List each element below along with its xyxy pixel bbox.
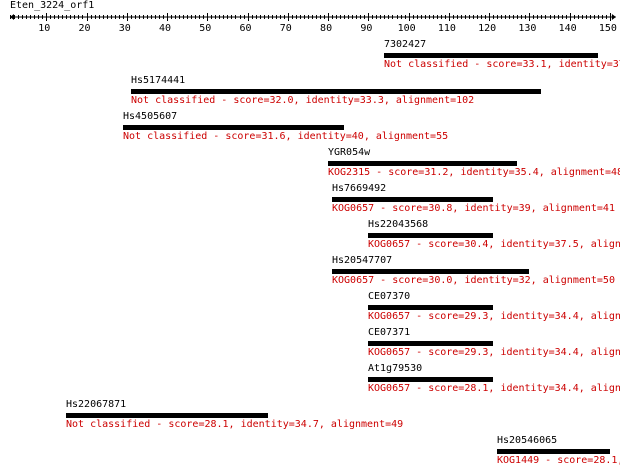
ruler-tick-label: 40 bbox=[159, 23, 171, 34]
hit-alignment-bar[interactable] bbox=[368, 377, 493, 382]
ruler-tick-label: 50 bbox=[199, 23, 211, 34]
hit-description: KOG0657 - score=30.0, identity=32, align… bbox=[332, 275, 615, 286]
query-title: Eten_3224_orf1 bbox=[10, 0, 95, 11]
hit-name[interactable]: YGR054w bbox=[328, 147, 371, 158]
ruler-tick-label: 130 bbox=[518, 23, 536, 34]
ruler-tick-label: 20 bbox=[78, 23, 90, 34]
ruler-tick-label: 10 bbox=[38, 23, 50, 34]
hit-description: KOG2315 - score=31.2, identity=35.4, ali… bbox=[328, 167, 620, 178]
hit-description: KOG0657 - score=30.4, identity=37.5, ali… bbox=[368, 239, 620, 250]
hit-row[interactable]: CE07370 KOG0657 - score=29.3, identity=34… bbox=[0, 291, 620, 327]
hit-description: Not classified - score=28.1, identity=34… bbox=[66, 419, 404, 430]
hit-row[interactable]: Hs20546065 KOG1449 - score=28.1, ident bbox=[0, 435, 620, 471]
ruler-tick-label: 100 bbox=[398, 23, 416, 34]
ruler-tick-label: 90 bbox=[360, 23, 372, 34]
ruler-tick-label: 150 bbox=[599, 23, 617, 34]
hit-description: KOG0657 - score=30.8, identity=39, align… bbox=[332, 203, 615, 214]
hit-description: Not classified - score=31.6, identity=40… bbox=[123, 131, 449, 142]
hit-alignment-bar[interactable] bbox=[332, 197, 493, 202]
hit-row[interactable]: YGR054w KOG2315 - score=31.2, identity=35… bbox=[0, 147, 620, 183]
hit-description: KOG0657 - score=29.3, identity=34.4, ali… bbox=[368, 311, 620, 322]
hit-alignment-bar[interactable] bbox=[66, 413, 268, 418]
hit-name[interactable]: At1g79530 bbox=[368, 363, 423, 374]
hit-row[interactable]: CE07371 KOG0657 - score=29.3, identity=34… bbox=[0, 327, 620, 363]
ruler-left-arrow bbox=[10, 14, 14, 20]
hit-description: Not classified - score=33.1, identity=37 bbox=[384, 59, 620, 70]
ruler-tick-label: 80 bbox=[320, 23, 332, 34]
hit-alignment-bar[interactable] bbox=[328, 161, 517, 166]
hit-row[interactable]: Hs22067871 Not classified - score=28.1, i… bbox=[0, 399, 620, 435]
hit-alignment-bar[interactable] bbox=[368, 233, 493, 238]
hit-alignment-bar[interactable] bbox=[497, 449, 610, 454]
ruler-tick-label: 110 bbox=[438, 23, 456, 34]
position-ruler: 10 20 30 40 50 60 70 80 90 100 110 120 130 140 150 bbox=[10, 13, 617, 34]
hit-row[interactable]: Hs22043568 KOG0657 - score=30.4, identity… bbox=[0, 219, 620, 255]
hit-alignment-bar[interactable] bbox=[332, 269, 529, 274]
hit-alignment-bar[interactable] bbox=[384, 53, 598, 58]
hit-description: KOG1449 - score=28.1, ident bbox=[497, 455, 620, 466]
ruler-tick-label: 140 bbox=[559, 23, 577, 34]
hit-name[interactable]: Hs20546065 bbox=[497, 435, 558, 446]
hit-name[interactable]: Hs7669492 bbox=[332, 183, 387, 194]
hit-description: Not classified - score=32.0, identity=33… bbox=[131, 95, 475, 106]
hit-name[interactable]: 7302427 bbox=[384, 39, 427, 50]
hit-name[interactable]: CE07371 bbox=[368, 327, 411, 338]
hit-row[interactable]: At1g79530 KOG0657 - score=28.1, identity=… bbox=[0, 363, 620, 399]
hit-name[interactable]: Hs20547707 bbox=[332, 255, 393, 266]
hit-name[interactable]: Hs5174441 bbox=[131, 75, 186, 86]
hit-alignment-bar[interactable] bbox=[368, 341, 493, 346]
hit-description: KOG0657 - score=29.3, identity=34.4, ali… bbox=[368, 347, 620, 358]
ruler-right-arrow bbox=[611, 14, 616, 20]
hit-name[interactable]: Hs22043568 bbox=[368, 219, 429, 230]
ruler-tick-label: 30 bbox=[119, 23, 131, 34]
hit-alignment-bar[interactable] bbox=[368, 305, 493, 310]
hit-alignment-bar[interactable] bbox=[123, 125, 344, 130]
hit-name[interactable]: Hs22067871 bbox=[66, 399, 127, 410]
hit-row[interactable]: 7302427 Not classified - score=33.1, iden… bbox=[0, 39, 620, 75]
ruler-tick-label: 60 bbox=[240, 23, 252, 34]
hit-row[interactable]: Hs20547707 KOG0657 - score=30.0, identity… bbox=[0, 255, 620, 291]
hit-name[interactable]: CE07370 bbox=[368, 291, 411, 302]
ruler-tick-label: 70 bbox=[280, 23, 292, 34]
hit-description: KOG0657 - score=28.1, identity=34.4, ali… bbox=[368, 383, 620, 394]
hit-row[interactable]: Hs7669492 KOG0657 - score=30.8, identity=… bbox=[0, 183, 620, 219]
ruler-tick-label: 120 bbox=[478, 23, 496, 34]
hit-row[interactable]: Hs4505607 Not classified - score=31.6, id… bbox=[0, 111, 620, 147]
hit-row[interactable]: Hs5174441 Not classified - score=32.0, id… bbox=[0, 75, 620, 111]
hit-name[interactable]: Hs4505607 bbox=[123, 111, 178, 122]
hit-alignment-bar[interactable] bbox=[131, 89, 541, 94]
